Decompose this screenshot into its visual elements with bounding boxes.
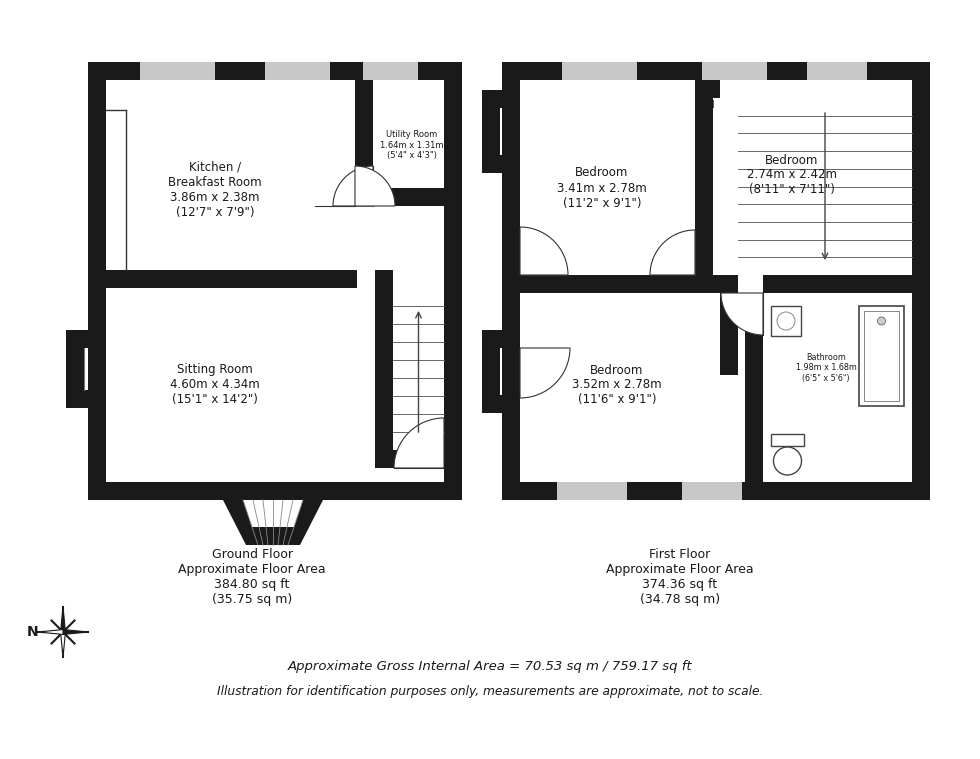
Bar [88, 62, 462, 500]
Text: Utility Room
1.64m x 1.31m
(5'4" x 4'3"): Utility Room 1.64m x 1.31m (5'4" x 4'3") [380, 130, 444, 160]
Bar [702, 62, 767, 80]
Circle shape [877, 317, 886, 325]
Text: Bedroom
3.52m x 2.78m
(11'6" x 9'1"): Bedroom 3.52m x 2.78m (11'6" x 9'1") [572, 364, 662, 407]
Bar [355, 80, 373, 188]
Bar [375, 270, 393, 450]
Wedge shape [333, 166, 373, 206]
Bar [557, 482, 627, 500]
Bar [502, 62, 930, 500]
Bar [520, 275, 720, 293]
Ellipse shape [777, 312, 795, 330]
Text: Kitchen /
Breakfast Room
3.86m x 2.38m
(12'7" x 7'9"): Kitchen / Breakfast Room 3.86m x 2.38m (… [169, 161, 262, 219]
Text: Bedroom
2.74m x 2.42m
(8'11" x 7'11"): Bedroom 2.74m x 2.42m (8'11" x 7'11") [747, 153, 837, 197]
Polygon shape [38, 629, 63, 635]
Bar [140, 62, 215, 80]
Bar [363, 62, 418, 80]
Bar [713, 80, 720, 98]
Bar [106, 80, 444, 482]
Bar [106, 270, 357, 288]
Bar [66, 330, 84, 408]
Bar [66, 330, 106, 348]
Bar [482, 90, 520, 108]
Bar [482, 155, 520, 173]
Bar [246, 527, 300, 545]
Polygon shape [61, 607, 66, 632]
Bar [482, 90, 500, 173]
Bar [265, 62, 330, 80]
Bar [393, 288, 444, 450]
Bar [682, 482, 742, 500]
Polygon shape [223, 500, 258, 545]
Text: Approximate Gross Internal Area = 70.53 sq m / 759.17 sq ft: Approximate Gross Internal Area = 70.53 … [288, 660, 692, 673]
Bar [695, 80, 713, 275]
Wedge shape [520, 348, 570, 398]
Bar [482, 395, 520, 413]
Bar [763, 275, 912, 293]
Polygon shape [61, 632, 66, 657]
Text: First Floor
Approximate Floor Area
374.36 sq ft
(34.78 sq m): First Floor Approximate Floor Area 374.3… [607, 548, 754, 606]
Wedge shape [520, 227, 568, 275]
Bar [807, 62, 867, 80]
Text: Bathroom
1.98m x 1.68m
(6'5" x 5'6"): Bathroom 1.98m x 1.68m (6'5" x 5'6") [796, 353, 857, 383]
Wedge shape [650, 230, 695, 275]
Bar [562, 62, 637, 80]
Ellipse shape [773, 447, 802, 475]
Text: Bedroom
3.41m x 2.78m
(11'2" x 9'1"): Bedroom 3.41m x 2.78m (11'2" x 9'1") [557, 166, 647, 209]
Text: DN: DN [700, 100, 715, 110]
Text: UP: UP [447, 435, 461, 445]
Bar [771, 306, 801, 336]
Wedge shape [394, 418, 444, 468]
Bar [500, 348, 502, 395]
Bar [355, 188, 462, 206]
Polygon shape [288, 500, 323, 545]
Wedge shape [721, 293, 763, 335]
Bar [859, 306, 904, 406]
Bar [482, 330, 500, 413]
Polygon shape [63, 629, 88, 635]
Bar [482, 330, 520, 348]
Bar [720, 275, 738, 375]
Bar [771, 434, 804, 446]
Bar [500, 108, 502, 155]
Bar [84, 348, 88, 390]
Text: Illustration for identification purposes only, measurements are approximate, not: Illustration for identification purposes… [217, 685, 763, 698]
Bar [375, 450, 444, 468]
Bar [66, 390, 106, 408]
Bar [520, 80, 912, 482]
Bar [864, 311, 899, 401]
Bar [745, 293, 763, 482]
Text: N: N [27, 625, 39, 639]
Text: Ground Floor
Approximate Floor Area
384.80 sq ft
(35.75 sq m): Ground Floor Approximate Floor Area 384.… [178, 548, 325, 606]
Text: Sitting Room
4.60m x 4.34m
(15'1" x 14'2"): Sitting Room 4.60m x 4.34m (15'1" x 14'2… [171, 364, 260, 407]
Wedge shape [355, 166, 395, 206]
Bar [738, 98, 912, 275]
